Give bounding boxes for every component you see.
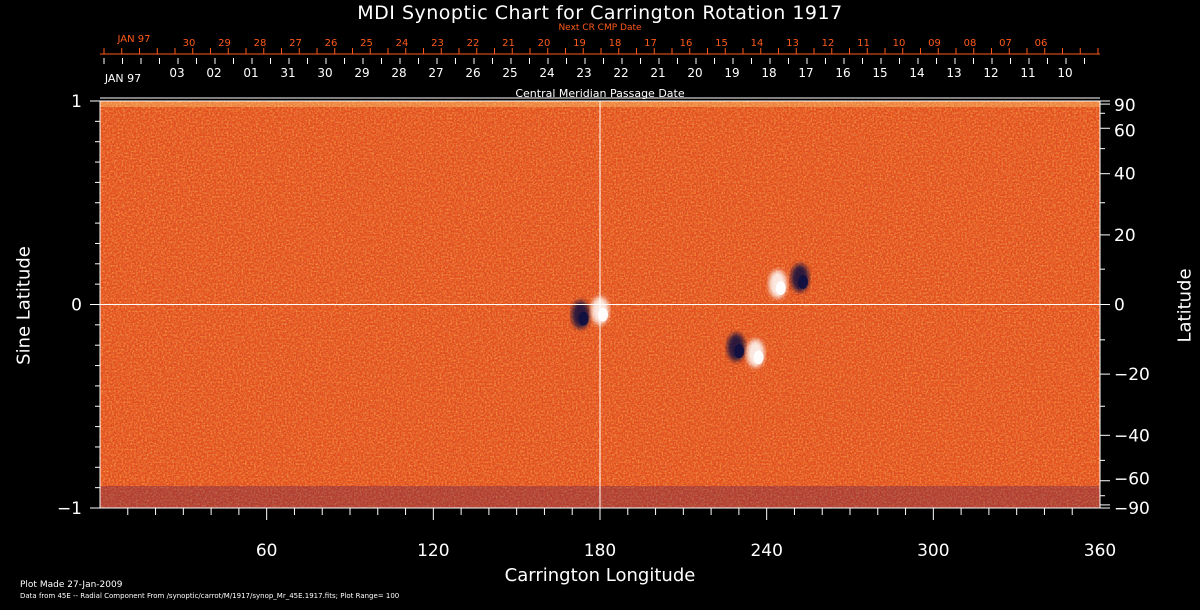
active-region-core <box>578 311 589 326</box>
next-cmp-date-label: 10 <box>893 38 906 49</box>
active-region-negative <box>571 300 590 329</box>
x-tick-label: 60 <box>256 541 278 561</box>
next-cmp-date-label: 09 <box>928 38 941 49</box>
next-cmp-date-label: 23 <box>431 38 444 49</box>
x-tick-label: 180 <box>584 541 616 561</box>
active-region-core <box>734 344 745 359</box>
cmp-date-label: 20 <box>687 66 702 80</box>
next-cmp-date-label: 26 <box>325 38 338 49</box>
active-region-core <box>775 281 786 296</box>
cmp-date-label: 16 <box>835 66 850 80</box>
next-cmp-date-label: 29 <box>218 38 231 49</box>
y-right-tick-label: 40 <box>1114 165 1136 185</box>
cmp-date-label: 24 <box>539 66 554 80</box>
active-region-core <box>798 275 808 290</box>
cmp-start-label: JAN 97 <box>104 72 141 85</box>
next-cmp-date-label: 13 <box>786 38 799 49</box>
y-right-tick-label: −60 <box>1114 470 1150 490</box>
next-cmp-date-label: 30 <box>183 38 196 49</box>
chart-title: MDI Synoptic Chart for Carrington Rotati… <box>357 2 843 24</box>
y-right-tick-label: −40 <box>1114 426 1150 446</box>
next-cmp-date-label: 06 <box>1035 38 1048 49</box>
next-cmp-date-label: 07 <box>999 38 1012 49</box>
chart-axes: 60 120 180 240 300 360−101−90−60−40−200204060… <box>57 34 1150 561</box>
next-cmp-date-label: 19 <box>573 38 586 49</box>
x-tick-label: 240 <box>750 541 782 561</box>
y-right-tick-label: 0 <box>1114 296 1125 316</box>
cmp-date-label: 18 <box>761 66 776 80</box>
cmp-date-label: 22 <box>613 66 628 80</box>
next-cmp-date-label: 18 <box>609 38 622 49</box>
cmp-date-label: 23 <box>576 66 591 80</box>
y-right-tick-label: −20 <box>1114 365 1150 385</box>
y-right-tick-label: 20 <box>1114 226 1136 246</box>
cmp-date-label: 15 <box>872 66 887 80</box>
cmp-date-label: 26 <box>465 66 480 80</box>
y-right-tick-label: 90 <box>1114 96 1136 116</box>
active-region-negative <box>791 264 809 293</box>
data-source-note: Data from 45E -- Radial Component From /… <box>20 592 400 600</box>
cmp-date-label: 17 <box>798 66 813 80</box>
x-axis-label: Carrington Longitude <box>504 565 696 586</box>
next-cmp-date-label: 28 <box>254 38 267 49</box>
cmp-date-label: 28 <box>391 66 406 80</box>
cmp-date-label: 29 <box>354 66 369 80</box>
plot-made-note: Plot Made 27-Jan-2009 <box>20 580 123 590</box>
active-region-negative <box>727 333 746 362</box>
cmp-date-label: 11 <box>1020 66 1035 80</box>
y-left-tick-label: 0 <box>71 296 82 316</box>
cmp-date-label: 30 <box>317 66 332 80</box>
next-cmp-start-label: JAN 97 <box>117 34 151 45</box>
next-cmp-date-label: 21 <box>502 38 515 49</box>
cmp-date-label: Central Meridian Passage Date <box>515 87 685 100</box>
active-region-positive <box>768 270 787 299</box>
y-axis-label-left: Sine Latitude <box>13 246 35 365</box>
active-region-positive <box>746 339 765 368</box>
active-region-core <box>753 350 764 365</box>
cmp-date-label: 12 <box>983 66 998 80</box>
x-tick-label: 300 <box>917 541 949 561</box>
next-cmp-date-label: 11 <box>857 38 870 49</box>
cmp-date-label: 31 <box>280 66 295 80</box>
next-cmp-date-label: 14 <box>751 38 764 49</box>
cmp-date-label: 21 <box>650 66 665 80</box>
next-cmp-date-label: 17 <box>644 38 657 49</box>
cmp-date-label: 03 <box>169 66 184 80</box>
y-axis-label-right: Latitude <box>1174 268 1196 343</box>
cmp-date-label: 01 <box>243 66 258 80</box>
cmp-date-label: 02 <box>206 66 221 80</box>
next-cmp-date-label: 25 <box>360 38 373 49</box>
next-cmp-date-label: 27 <box>289 38 302 49</box>
cmp-date-label: 27 <box>428 66 443 80</box>
next-cmp-date-label: 12 <box>822 38 835 49</box>
x-tick-label: 360 <box>1084 541 1116 561</box>
cmp-date-label: 25 <box>502 66 517 80</box>
next-cr-cmp-label: Next CR CMP Date <box>558 23 642 33</box>
cmp-date-label: 13 <box>946 66 961 80</box>
next-cmp-date-label: 20 <box>538 38 551 49</box>
next-cmp-date-label: 08 <box>964 38 977 49</box>
x-tick-label: 120 <box>417 541 449 561</box>
next-cmp-date-label: 16 <box>680 38 693 49</box>
y-left-tick-label: −1 <box>57 499 82 519</box>
y-left-tick-label: 1 <box>71 92 82 112</box>
cmp-date-label: 19 <box>724 66 739 80</box>
cmp-date-label: 10 <box>1057 66 1072 80</box>
next-cmp-date-label: 24 <box>396 38 409 49</box>
y-right-tick-label: 60 <box>1114 121 1136 141</box>
cmp-date-label: 14 <box>909 66 924 80</box>
next-cmp-date-label: 15 <box>715 38 728 49</box>
next-cmp-date-label: 22 <box>467 38 480 49</box>
y-right-tick-label: −90 <box>1114 499 1150 519</box>
